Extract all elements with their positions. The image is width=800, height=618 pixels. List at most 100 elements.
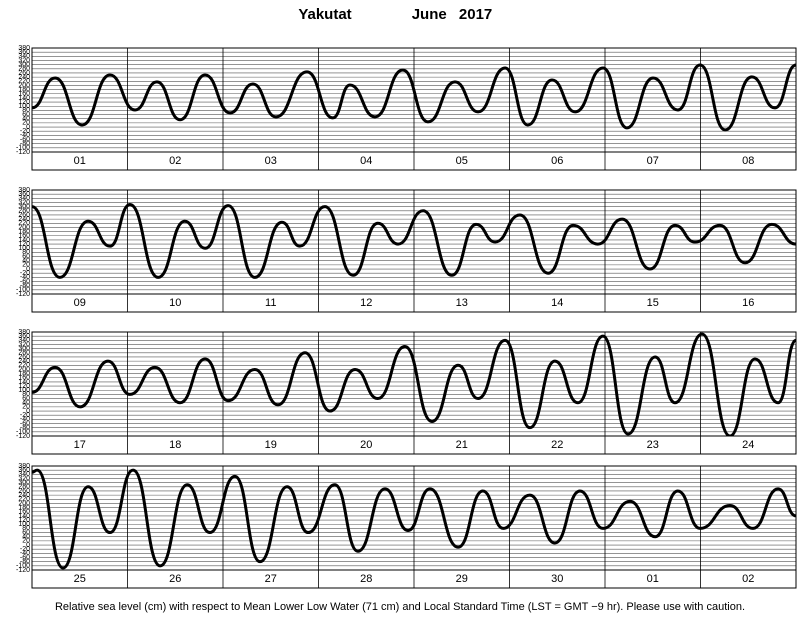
day-label: 10 bbox=[169, 297, 181, 309]
y-tick-label: 260 bbox=[18, 70, 30, 77]
y-tick-label: 120 bbox=[18, 241, 30, 248]
y-tick-label: 40 bbox=[22, 116, 30, 123]
y-tick-label: -40 bbox=[20, 132, 30, 139]
y-tick-label: 320 bbox=[18, 57, 30, 64]
y-tick-label: -20 bbox=[20, 128, 30, 135]
y-tick-label: -40 bbox=[20, 416, 30, 423]
y-tick-label: 160 bbox=[18, 91, 30, 98]
y-tick-label: 340 bbox=[18, 337, 30, 344]
y-tick-label: 0 bbox=[26, 542, 30, 549]
y-tick-label: 380 bbox=[18, 187, 30, 194]
tide-curve bbox=[32, 203, 796, 279]
y-tick-label: 220 bbox=[18, 362, 30, 369]
y-tick-label: 360 bbox=[18, 333, 30, 340]
plot-area bbox=[32, 332, 796, 436]
y-tick-label: 320 bbox=[18, 199, 30, 206]
y-tick-label: 180 bbox=[18, 370, 30, 377]
y-tick-label: -80 bbox=[20, 141, 30, 148]
y-tick-label: 100 bbox=[18, 387, 30, 394]
y-tick-label: 300 bbox=[18, 61, 30, 68]
y-tick-label: 100 bbox=[18, 521, 30, 528]
day-label: 07 bbox=[647, 155, 659, 167]
y-tick-label: 220 bbox=[18, 220, 30, 227]
y-tick-label: -120 bbox=[16, 149, 30, 156]
y-tick-label: -40 bbox=[20, 550, 30, 557]
day-label: 16 bbox=[742, 297, 754, 309]
y-tick-label: 260 bbox=[18, 354, 30, 361]
y-tick-label: 20 bbox=[22, 262, 30, 269]
y-tick-label: 380 bbox=[18, 45, 30, 52]
y-tick-label: 280 bbox=[18, 66, 30, 73]
y-tick-label: 0 bbox=[26, 266, 30, 273]
day-label: 20 bbox=[360, 439, 372, 451]
plot-area bbox=[32, 468, 796, 570]
day-label: 25 bbox=[74, 573, 86, 585]
y-tick-label: 380 bbox=[18, 329, 30, 336]
y-tick-label: 340 bbox=[18, 195, 30, 202]
day-label: 08 bbox=[742, 155, 754, 167]
y-tick-label: -20 bbox=[20, 412, 30, 419]
y-tick-label: 60 bbox=[22, 111, 30, 118]
tide-curve bbox=[32, 63, 796, 132]
y-tick-label: -120 bbox=[16, 433, 30, 440]
y-tick-label: 300 bbox=[18, 345, 30, 352]
y-tick-label: 120 bbox=[18, 99, 30, 106]
y-tick-label: 200 bbox=[18, 366, 30, 373]
y-tick-label: 20 bbox=[22, 404, 30, 411]
y-tick-label: 220 bbox=[18, 496, 30, 503]
y-tick-label: 40 bbox=[22, 534, 30, 541]
y-tick-label: 220 bbox=[18, 78, 30, 85]
day-label: 02 bbox=[169, 155, 181, 167]
y-tick-label: 180 bbox=[18, 228, 30, 235]
y-tick-label: -100 bbox=[16, 563, 30, 570]
y-tick-label: 160 bbox=[18, 509, 30, 516]
day-label: 17 bbox=[74, 439, 86, 451]
day-label: 03 bbox=[265, 155, 277, 167]
y-tick-label: 260 bbox=[18, 488, 30, 495]
y-tick-label: 0 bbox=[26, 408, 30, 415]
y-tick-label: 200 bbox=[18, 224, 30, 231]
y-tick-label: 0 bbox=[26, 124, 30, 131]
day-label: 29 bbox=[456, 573, 468, 585]
y-tick-label: 40 bbox=[22, 400, 30, 407]
day-label: 24 bbox=[742, 439, 754, 451]
day-label: 18 bbox=[169, 439, 181, 451]
day-label: 23 bbox=[647, 439, 659, 451]
y-tick-label: 100 bbox=[18, 245, 30, 252]
panel-frame bbox=[31, 465, 797, 589]
day-label: 13 bbox=[456, 297, 468, 309]
y-tick-label: -100 bbox=[16, 429, 30, 436]
panel-frame bbox=[31, 189, 797, 313]
y-tick-label: 340 bbox=[18, 471, 30, 478]
y-tick-label: 200 bbox=[18, 82, 30, 89]
y-tick-label: -80 bbox=[20, 559, 30, 566]
y-tick-label: 360 bbox=[18, 467, 30, 474]
y-tick-label: 200 bbox=[18, 500, 30, 507]
y-tick-label: 240 bbox=[18, 358, 30, 365]
day-label: 01 bbox=[647, 573, 659, 585]
y-tick-label: 380 bbox=[18, 463, 30, 470]
y-tick-label: 60 bbox=[22, 529, 30, 536]
day-label: 19 bbox=[265, 439, 277, 451]
y-tick-label: -120 bbox=[16, 567, 30, 574]
y-tick-label: 60 bbox=[22, 253, 30, 260]
y-tick-label: 340 bbox=[18, 53, 30, 60]
y-tick-label: 140 bbox=[18, 237, 30, 244]
y-tick-label: -20 bbox=[20, 546, 30, 553]
y-tick-label: -80 bbox=[20, 425, 30, 432]
day-label: 21 bbox=[456, 439, 468, 451]
day-label: 15 bbox=[647, 297, 659, 309]
day-label: 02 bbox=[742, 573, 754, 585]
day-label: 28 bbox=[360, 573, 372, 585]
day-label: 30 bbox=[551, 573, 563, 585]
station-title: Yakutat bbox=[298, 6, 351, 23]
y-tick-label: 280 bbox=[18, 350, 30, 357]
day-label: 01 bbox=[74, 155, 86, 167]
y-tick-label: 80 bbox=[22, 525, 30, 532]
y-tick-label: 300 bbox=[18, 479, 30, 486]
y-tick-label: 160 bbox=[18, 233, 30, 240]
y-tick-label: 140 bbox=[18, 379, 30, 386]
y-tick-label: -20 bbox=[20, 270, 30, 277]
y-tick-label: 240 bbox=[18, 74, 30, 81]
day-label: 27 bbox=[265, 573, 277, 585]
